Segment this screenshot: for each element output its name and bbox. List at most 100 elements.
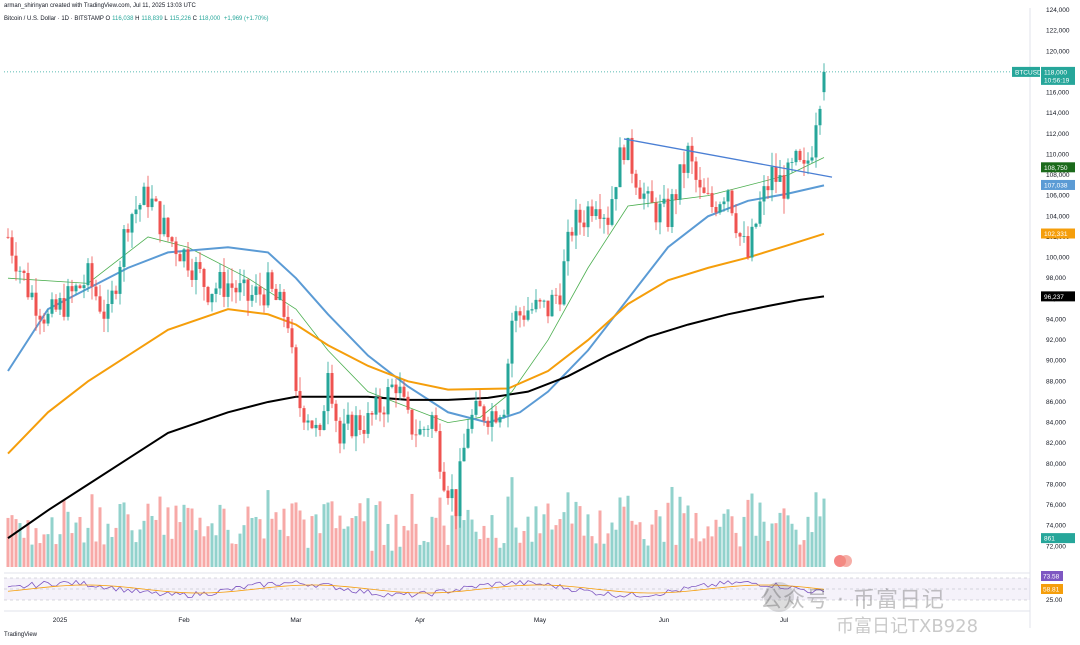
volume-bar <box>306 547 310 567</box>
candle-body <box>318 424 322 431</box>
ma-line-ma100 <box>7 232 825 455</box>
x-tick-label: 2025 <box>53 617 68 624</box>
candle-body <box>538 299 542 302</box>
candle-body <box>542 300 546 302</box>
volume-bar <box>310 516 314 567</box>
symbol-label[interactable]: Bitcoin / U.S. Dollar · 1D · BITSTAMP <box>4 16 104 22</box>
volume-bar <box>598 510 602 567</box>
candle-body <box>490 411 494 427</box>
x-tick-label: Jun <box>659 617 670 624</box>
tradingview-logo[interactable]: TradingView <box>4 632 38 638</box>
candle-body <box>246 279 250 301</box>
volume-bar <box>666 502 670 567</box>
candle-body <box>534 299 538 310</box>
volume-bar <box>410 493 414 567</box>
candle-body <box>766 186 770 191</box>
candle-body <box>778 175 782 182</box>
volume-bar <box>450 515 454 567</box>
candle-body <box>330 373 334 404</box>
volume-bar <box>670 486 674 567</box>
candle-body <box>86 263 90 286</box>
watermark-text-2: 币富日记TXB928 <box>836 616 979 637</box>
volume-bar <box>246 506 250 567</box>
volume-bar <box>694 512 698 567</box>
candle-body <box>418 429 422 435</box>
candle-body <box>474 400 478 415</box>
candle-body <box>674 194 678 200</box>
x-tick-label: Apr <box>415 617 426 624</box>
volume-bar <box>562 512 566 567</box>
candle-body <box>14 255 18 272</box>
price-tag <box>1041 291 1075 302</box>
candle-body <box>230 283 234 288</box>
volume-bar <box>558 519 562 567</box>
volume-bar <box>654 509 658 567</box>
volume-bar <box>418 544 422 567</box>
candle-body <box>638 187 642 199</box>
volume-bar <box>530 541 534 567</box>
symbol-tag <box>1012 66 1040 77</box>
ohlc-o: O 116,038 <box>105 16 134 22</box>
candle-body <box>598 209 602 219</box>
volume-bar <box>458 494 462 567</box>
volume-bar <box>722 513 726 567</box>
candle-body <box>142 186 146 205</box>
volume-bar <box>726 509 730 567</box>
candle-body <box>594 209 598 217</box>
candle-body <box>714 206 718 213</box>
candle-body <box>186 249 190 271</box>
candle-body <box>722 201 726 205</box>
volume-bar <box>610 522 614 567</box>
volume-bar <box>46 534 50 567</box>
y-tick-label: 86,000 <box>1046 399 1066 406</box>
volume-bar <box>738 546 742 567</box>
candle-body <box>370 413 374 415</box>
y-tick-label: 98,000 <box>1046 275 1066 282</box>
candle-body <box>630 137 634 174</box>
candle-body <box>578 209 582 223</box>
volume-bar <box>574 501 578 567</box>
volume-bar <box>470 519 474 567</box>
volume-bar <box>710 536 714 567</box>
candle-body <box>450 489 454 499</box>
volume-bar <box>150 515 154 567</box>
candle-body <box>138 204 142 210</box>
candle-body <box>658 203 662 223</box>
volume-bar <box>282 508 286 567</box>
y-tick-label: 122,000 <box>1046 28 1070 35</box>
volume-bar <box>334 528 338 567</box>
volume-bar <box>102 544 106 567</box>
volume-bar <box>90 494 94 567</box>
candle-body <box>566 231 570 262</box>
candle-body <box>66 286 70 317</box>
volume-bar <box>758 502 762 567</box>
volume-bar <box>318 533 322 567</box>
volume-bar <box>818 516 822 567</box>
volume-bar <box>262 538 266 567</box>
volume-bar <box>214 535 218 567</box>
candle-body <box>614 187 618 200</box>
volume-bar <box>374 505 378 567</box>
price-tag <box>1041 162 1075 173</box>
candle-body <box>390 384 394 388</box>
volume-bar <box>370 550 374 567</box>
volume-bar <box>822 498 826 567</box>
candle-body <box>222 272 226 297</box>
volume-bar <box>22 537 26 567</box>
candle-body <box>574 209 578 236</box>
volume-bar <box>626 495 630 567</box>
chart-attribution: arman_shirinyan created with TradingView… <box>4 3 196 9</box>
candle-body <box>250 294 254 301</box>
volume-bar <box>730 516 734 567</box>
volume-bar <box>474 531 478 567</box>
candle-body <box>822 71 826 93</box>
candle-body <box>22 270 26 273</box>
volume-bar <box>774 523 778 567</box>
candle-body <box>730 190 734 214</box>
candle-body <box>154 198 158 202</box>
volume-bar <box>658 516 662 567</box>
candle-body <box>754 223 758 227</box>
candle-body <box>670 194 674 228</box>
volume-bar <box>618 497 622 567</box>
